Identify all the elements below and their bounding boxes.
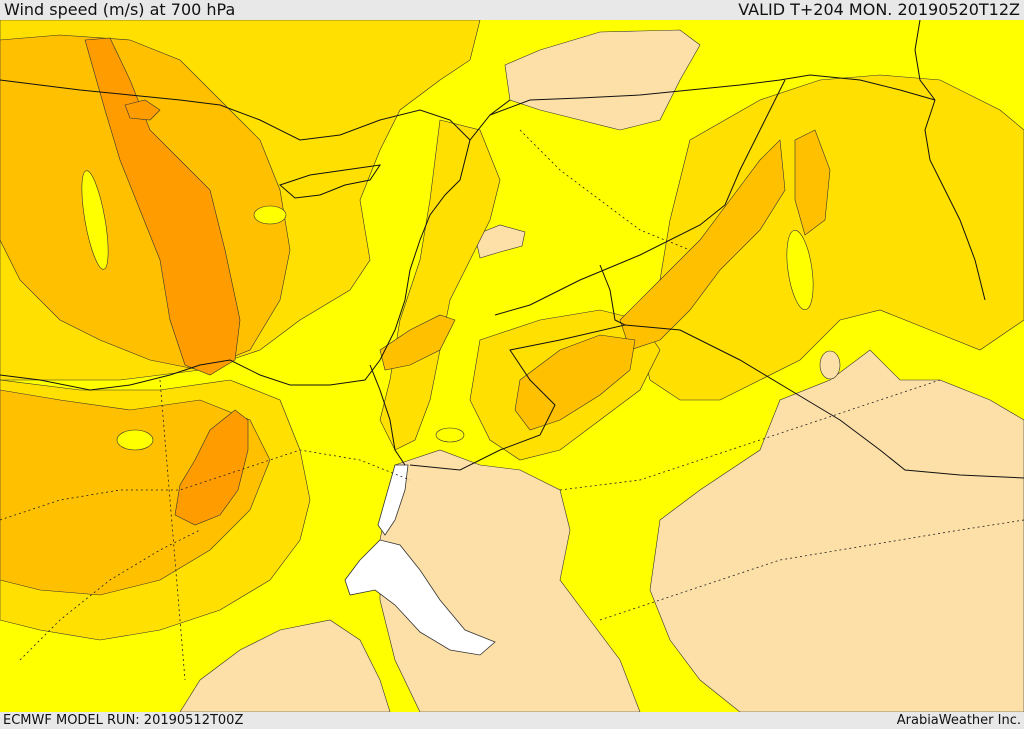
border-dotted-1 bbox=[0, 449, 411, 521]
header-bar: Wind speed (m/s) at 700 hPa VALID T+204 … bbox=[0, 0, 1024, 20]
patch-low-5 bbox=[435, 427, 465, 443]
valid-time: VALID T+204 MON. 20190520T12Z bbox=[738, 0, 1020, 19]
coastline-cyprus bbox=[279, 164, 382, 199]
zone-lowest-jordan-patch bbox=[474, 224, 526, 259]
model-run: ECMWF MODEL RUN: 20190512T00Z bbox=[3, 713, 244, 728]
coastline-turkey bbox=[0, 79, 511, 141]
patch-low-3 bbox=[253, 205, 287, 225]
patch-low-1 bbox=[116, 429, 154, 451]
zone-very-high-egypt bbox=[174, 409, 249, 526]
zone-high-egypt-west bbox=[0, 389, 271, 596]
patch-low-2 bbox=[81, 170, 109, 270]
patch-low-6 bbox=[819, 350, 841, 380]
border-dotted-6 bbox=[159, 379, 186, 681]
border-dotted-2 bbox=[19, 529, 201, 661]
zone-high-jordan bbox=[514, 334, 636, 431]
border-egypt-israel bbox=[369, 364, 406, 466]
zone-lowest-egypt-south bbox=[179, 619, 391, 712]
zone-lowest-arabia bbox=[649, 349, 1024, 712]
zone-high-syria-iraq bbox=[619, 139, 786, 351]
wind-speed-map bbox=[0, 20, 1024, 712]
map-title: Wind speed (m/s) at 700 hPa bbox=[4, 0, 236, 19]
zone-high-iraq-east bbox=[794, 129, 831, 236]
border-iraq-saudi bbox=[624, 324, 1024, 479]
zone-high-levant-strip bbox=[379, 314, 456, 371]
border-dotted-3 bbox=[519, 129, 691, 251]
patch-low-4 bbox=[786, 230, 814, 310]
zone-water-gulf-of-suez bbox=[344, 539, 496, 656]
border-syria-iraq bbox=[494, 79, 786, 316]
border-dotted-4 bbox=[559, 379, 941, 491]
coastline-mediterranean bbox=[0, 139, 471, 391]
border-jordan-iraq-saudi bbox=[409, 264, 627, 471]
border-dotted-5 bbox=[599, 519, 1024, 621]
zone-lowest-north bbox=[504, 29, 701, 131]
footer-bar: ECMWF MODEL RUN: 20190512T00Z ArabiaWeat… bbox=[0, 712, 1024, 729]
coastline-caspian bbox=[914, 20, 936, 101]
border-turkey-syria bbox=[489, 74, 936, 116]
zone-medium-levant bbox=[379, 119, 501, 451]
credit: ArabiaWeather Inc. bbox=[896, 713, 1021, 728]
zone-very-high-turkey bbox=[124, 99, 161, 121]
map-canvas bbox=[0, 20, 1024, 712]
zone-water-red-sea-north bbox=[377, 464, 409, 536]
border-iran bbox=[924, 99, 986, 301]
